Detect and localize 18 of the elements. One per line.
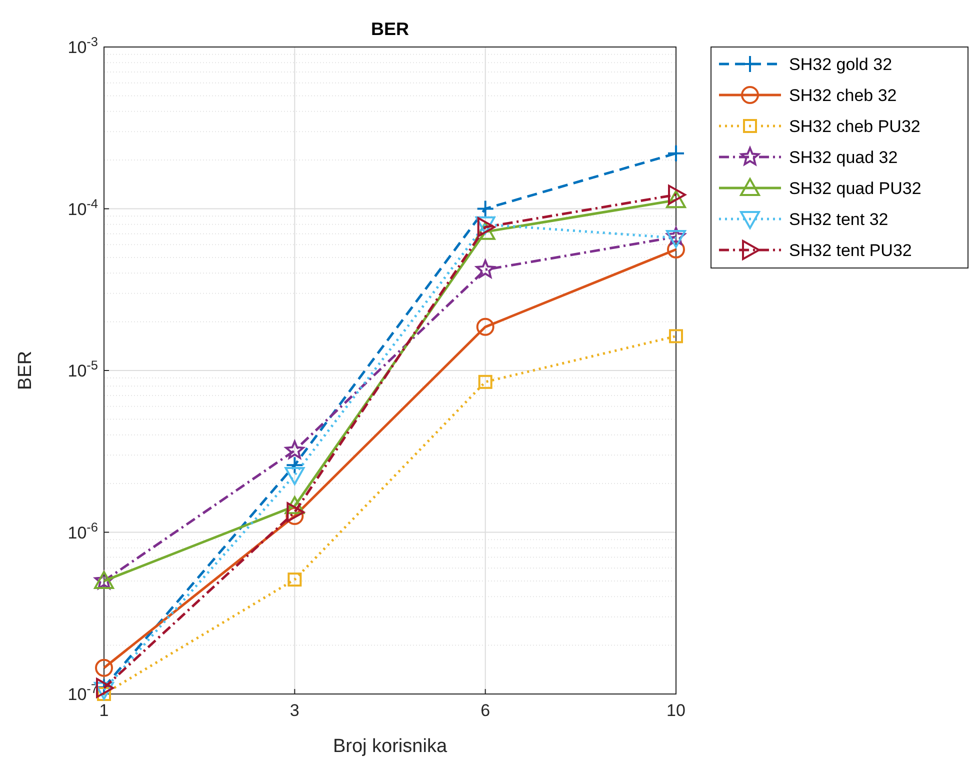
x-tick-label: 10 xyxy=(666,701,686,720)
x-tick-label: 6 xyxy=(480,701,490,720)
x-tick-label: 1 xyxy=(99,701,109,720)
legend-label: SH32 tent 32 xyxy=(789,210,888,229)
y-tick-label: 10$^{-5}$ xyxy=(68,357,98,380)
legend-label: SH32 quad PU32 xyxy=(789,179,922,198)
y-tick-label: 10$^{-6}$ xyxy=(68,518,98,542)
legend-label: SH32 quad 32 xyxy=(789,148,898,167)
y-tick-label: 10$^{-3}$ xyxy=(68,34,98,57)
legend-label: SH32 gold 32 xyxy=(789,55,892,74)
legend-label: SH32 tent PU32 xyxy=(789,241,912,260)
legend-label: SH32 cheb PU32 xyxy=(789,117,920,136)
y-tick-label: 10$^{-4}$ xyxy=(68,195,98,219)
x-tick-label: 3 xyxy=(290,701,300,720)
chart-title: BER xyxy=(370,19,410,39)
x-axis-title: Broj korisnika xyxy=(332,736,448,757)
y-axis-title: BER xyxy=(15,350,36,390)
legend-label: SH32 cheb 32 xyxy=(789,86,897,105)
